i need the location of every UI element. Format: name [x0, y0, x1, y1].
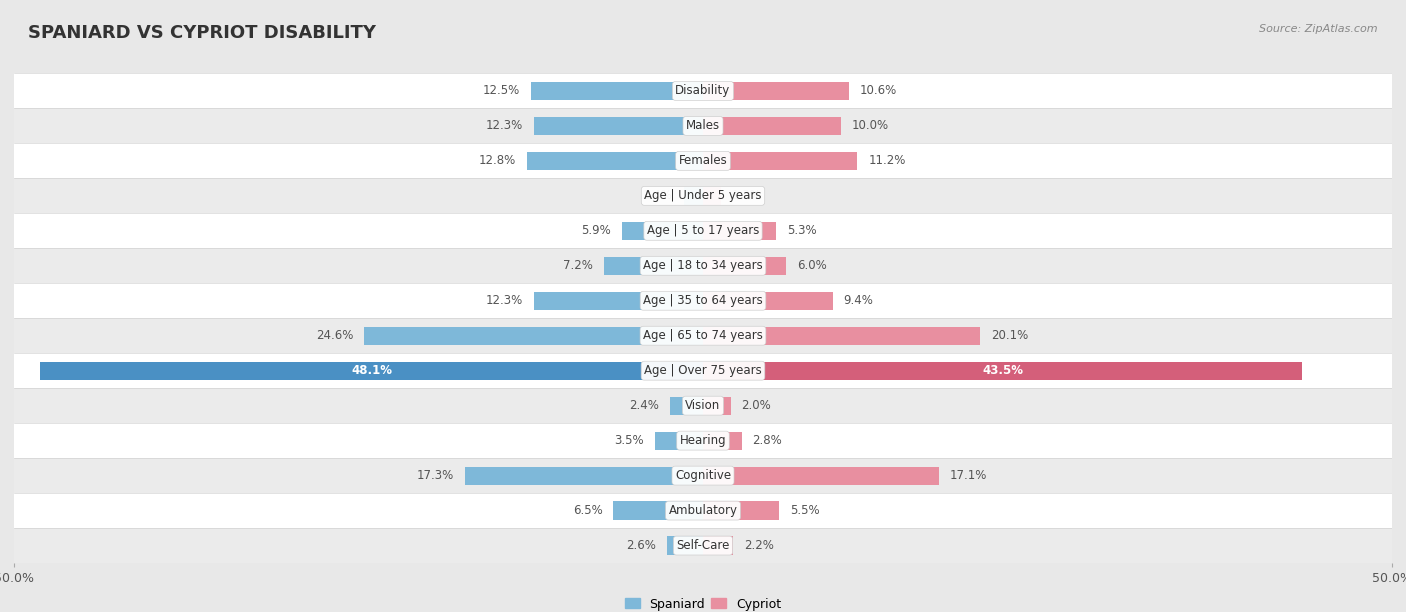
Bar	[14, 108, 1392, 143]
Bar	[669, 397, 703, 415]
Bar	[703, 82, 849, 100]
Bar	[531, 82, 703, 100]
Bar	[703, 117, 841, 135]
Bar	[603, 256, 703, 275]
Text: 17.3%: 17.3%	[416, 469, 454, 482]
Text: 24.6%: 24.6%	[315, 329, 353, 342]
Bar	[703, 537, 734, 554]
Text: 5.9%: 5.9%	[581, 225, 610, 237]
Text: Self-Care: Self-Care	[676, 539, 730, 552]
Text: 2.2%: 2.2%	[744, 539, 775, 552]
Bar	[533, 292, 703, 310]
Bar	[703, 466, 939, 485]
Bar	[14, 73, 1392, 108]
Bar	[14, 388, 1392, 423]
Text: 6.5%: 6.5%	[572, 504, 602, 517]
Text: 2.4%: 2.4%	[628, 399, 659, 412]
Bar	[703, 292, 832, 310]
Text: 7.2%: 7.2%	[562, 259, 593, 272]
Text: 11.2%: 11.2%	[869, 154, 905, 167]
Bar	[14, 214, 1392, 248]
Text: Vision: Vision	[685, 399, 721, 412]
Text: Females: Females	[679, 154, 727, 167]
Text: Source: ZipAtlas.com: Source: ZipAtlas.com	[1260, 24, 1378, 34]
Text: 20.1%: 20.1%	[991, 329, 1028, 342]
Text: 5.5%: 5.5%	[790, 504, 820, 517]
Text: 10.0%: 10.0%	[852, 119, 889, 132]
Bar	[703, 501, 779, 520]
Text: Hearing: Hearing	[679, 434, 727, 447]
Bar	[668, 537, 703, 554]
Text: 48.1%: 48.1%	[352, 364, 392, 377]
Text: 12.8%: 12.8%	[478, 154, 516, 167]
Text: 1.4%: 1.4%	[643, 189, 672, 203]
Bar	[703, 222, 776, 240]
Bar	[527, 152, 703, 170]
Legend: Spaniard, Cypriot: Spaniard, Cypriot	[620, 592, 786, 612]
Text: Ambulatory: Ambulatory	[668, 504, 738, 517]
Bar	[464, 466, 703, 485]
Text: 17.1%: 17.1%	[949, 469, 987, 482]
Bar	[683, 187, 703, 205]
Text: 3.5%: 3.5%	[614, 434, 644, 447]
Text: 12.3%: 12.3%	[485, 294, 523, 307]
Text: 2.0%: 2.0%	[741, 399, 772, 412]
Text: Age | 35 to 64 years: Age | 35 to 64 years	[643, 294, 763, 307]
Bar	[14, 248, 1392, 283]
Text: Age | 65 to 74 years: Age | 65 to 74 years	[643, 329, 763, 342]
Text: 5.3%: 5.3%	[787, 225, 817, 237]
Text: 10.6%: 10.6%	[860, 84, 897, 97]
Bar	[14, 423, 1392, 458]
Text: 6.0%: 6.0%	[797, 259, 827, 272]
Bar	[655, 431, 703, 450]
Text: 12.5%: 12.5%	[482, 84, 520, 97]
Bar	[703, 397, 731, 415]
Bar	[703, 187, 721, 205]
Bar	[14, 458, 1392, 493]
Text: 2.8%: 2.8%	[752, 434, 782, 447]
Bar	[703, 152, 858, 170]
Text: 9.4%: 9.4%	[844, 294, 873, 307]
Bar	[14, 143, 1392, 178]
Bar	[703, 256, 786, 275]
Bar	[14, 283, 1392, 318]
Bar	[14, 493, 1392, 528]
Text: 2.6%: 2.6%	[626, 539, 657, 552]
Bar	[613, 501, 703, 520]
Bar	[703, 327, 980, 345]
Bar	[364, 327, 703, 345]
Bar	[703, 431, 741, 450]
Text: Age | 5 to 17 years: Age | 5 to 17 years	[647, 225, 759, 237]
Text: Cognitive: Cognitive	[675, 469, 731, 482]
Text: Age | 18 to 34 years: Age | 18 to 34 years	[643, 259, 763, 272]
Bar	[703, 362, 1302, 380]
Text: 43.5%: 43.5%	[983, 364, 1024, 377]
Bar	[14, 528, 1392, 563]
Text: SPANIARD VS CYPRIOT DISABILITY: SPANIARD VS CYPRIOT DISABILITY	[28, 24, 377, 42]
Bar	[621, 222, 703, 240]
Bar	[14, 353, 1392, 388]
Text: Age | Over 75 years: Age | Over 75 years	[644, 364, 762, 377]
Text: Disability: Disability	[675, 84, 731, 97]
Text: 12.3%: 12.3%	[485, 119, 523, 132]
Text: Males: Males	[686, 119, 720, 132]
Bar	[41, 362, 703, 380]
Bar	[14, 178, 1392, 214]
Bar	[14, 318, 1392, 353]
Text: Age | Under 5 years: Age | Under 5 years	[644, 189, 762, 203]
Text: 1.3%: 1.3%	[733, 189, 762, 203]
Bar	[533, 117, 703, 135]
